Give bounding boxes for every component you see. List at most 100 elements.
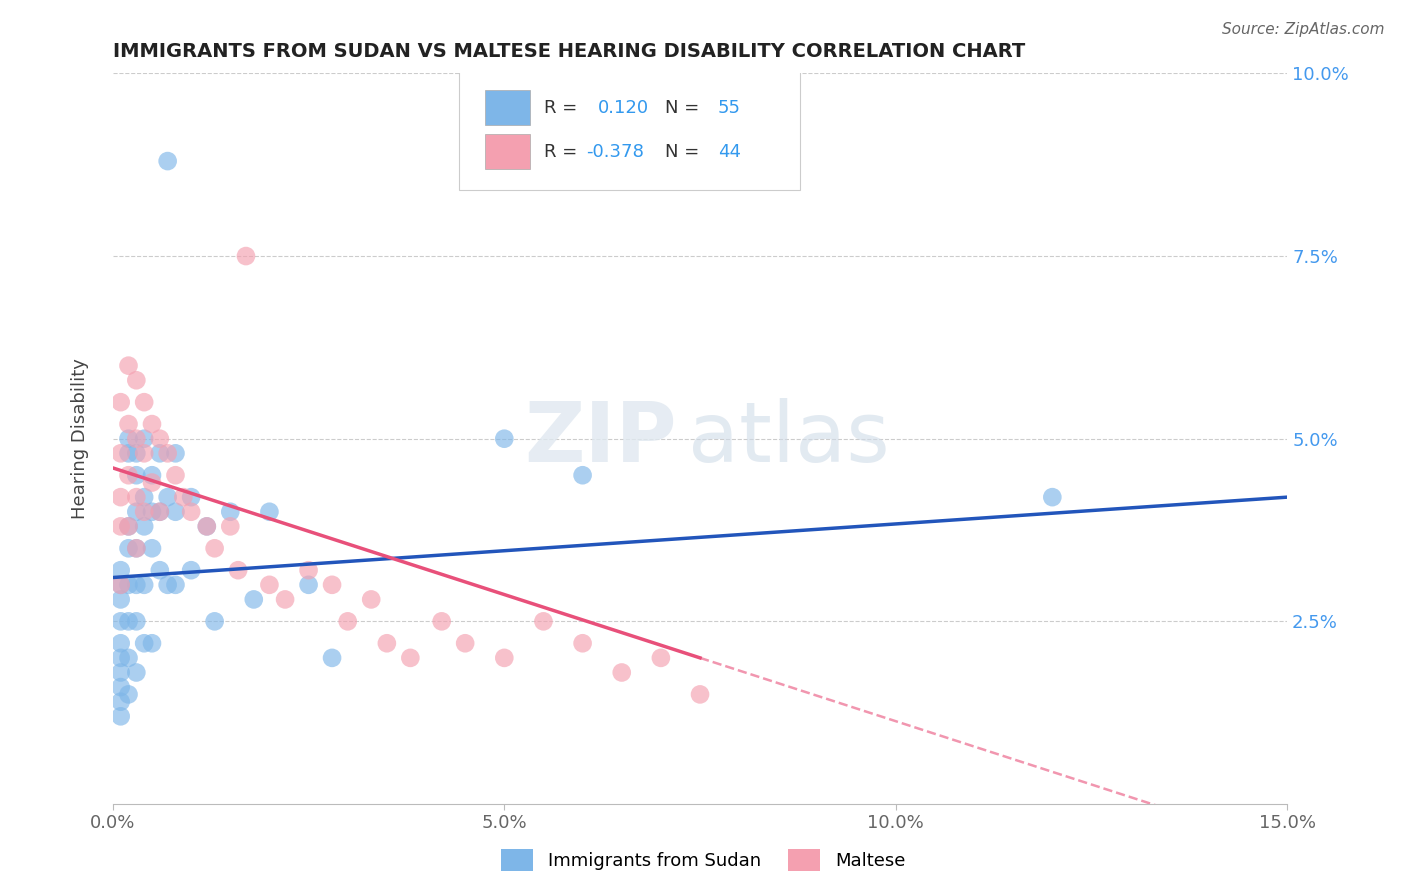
Point [134, 578, 156, 592]
Point [494, 651, 516, 665]
Point [117, 432, 139, 446]
Point [195, 519, 218, 533]
Point [125, 615, 148, 629]
Point [117, 519, 139, 533]
Point [149, 563, 172, 577]
Legend: Immigrants from Sudan, Maltese: Immigrants from Sudan, Maltese [494, 842, 912, 879]
Point [571, 636, 593, 650]
Point [110, 490, 132, 504]
Point [180, 490, 202, 504]
Point [134, 446, 156, 460]
Point [134, 395, 156, 409]
Point [125, 505, 148, 519]
Point [110, 636, 132, 650]
Text: N =: N = [665, 99, 699, 117]
Point [134, 636, 156, 650]
Point [610, 665, 633, 680]
Point [117, 651, 139, 665]
Point [125, 490, 148, 504]
Point [117, 359, 139, 373]
Point [110, 695, 132, 709]
Point [259, 505, 281, 519]
Text: Source: ZipAtlas.com: Source: ZipAtlas.com [1222, 22, 1385, 37]
Point [156, 154, 179, 169]
Point [180, 505, 202, 519]
Point [360, 592, 382, 607]
Point [274, 592, 297, 607]
Point [110, 563, 132, 577]
Point [204, 615, 226, 629]
FancyBboxPatch shape [460, 70, 800, 190]
Point [134, 519, 156, 533]
Text: IMMIGRANTS FROM SUDAN VS MALTESE HEARING DISABILITY CORRELATION CHART: IMMIGRANTS FROM SUDAN VS MALTESE HEARING… [112, 42, 1025, 61]
Point [110, 615, 132, 629]
Point [242, 592, 264, 607]
Point [180, 563, 202, 577]
Text: N =: N = [665, 143, 699, 161]
Point [165, 505, 187, 519]
Point [117, 687, 139, 701]
Point [117, 578, 139, 592]
Y-axis label: Hearing Disability: Hearing Disability [72, 359, 89, 519]
Point [259, 578, 281, 592]
Point [149, 446, 172, 460]
Point [117, 615, 139, 629]
Point [134, 505, 156, 519]
Point [110, 680, 132, 694]
Point [125, 665, 148, 680]
FancyBboxPatch shape [485, 134, 530, 169]
Text: -0.378: -0.378 [586, 143, 644, 161]
Point [430, 615, 453, 629]
Point [172, 490, 194, 504]
Text: 55: 55 [717, 99, 741, 117]
Point [110, 709, 132, 723]
Text: 44: 44 [717, 143, 741, 161]
Point [141, 468, 163, 483]
Text: atlas: atlas [689, 398, 890, 479]
Point [117, 446, 139, 460]
Point [195, 519, 218, 533]
Point [689, 687, 711, 701]
Point [125, 541, 148, 556]
Point [571, 468, 593, 483]
Point [321, 578, 343, 592]
Point [125, 446, 148, 460]
Point [204, 541, 226, 556]
Point [141, 541, 163, 556]
Text: R =: R = [544, 99, 576, 117]
Point [141, 505, 163, 519]
Point [533, 615, 555, 629]
Point [117, 417, 139, 431]
FancyBboxPatch shape [485, 90, 530, 125]
Point [219, 505, 242, 519]
Point [125, 468, 148, 483]
Point [134, 432, 156, 446]
Point [149, 505, 172, 519]
Point [141, 636, 163, 650]
Point [156, 578, 179, 592]
Point [375, 636, 398, 650]
Point [134, 490, 156, 504]
Point [165, 468, 187, 483]
Point [141, 417, 163, 431]
Point [125, 373, 148, 387]
Point [149, 505, 172, 519]
Text: ZIP: ZIP [524, 398, 676, 479]
Point [110, 665, 132, 680]
Point [117, 519, 139, 533]
Point [454, 636, 477, 650]
Point [156, 490, 179, 504]
Point [110, 519, 132, 533]
Point [110, 578, 132, 592]
Point [110, 395, 132, 409]
Point [110, 446, 132, 460]
Point [141, 475, 163, 490]
Point [494, 432, 516, 446]
Point [110, 592, 132, 607]
Point [219, 519, 242, 533]
Point [1040, 490, 1063, 504]
Point [125, 578, 148, 592]
Point [336, 615, 359, 629]
Point [226, 563, 249, 577]
Point [156, 446, 179, 460]
